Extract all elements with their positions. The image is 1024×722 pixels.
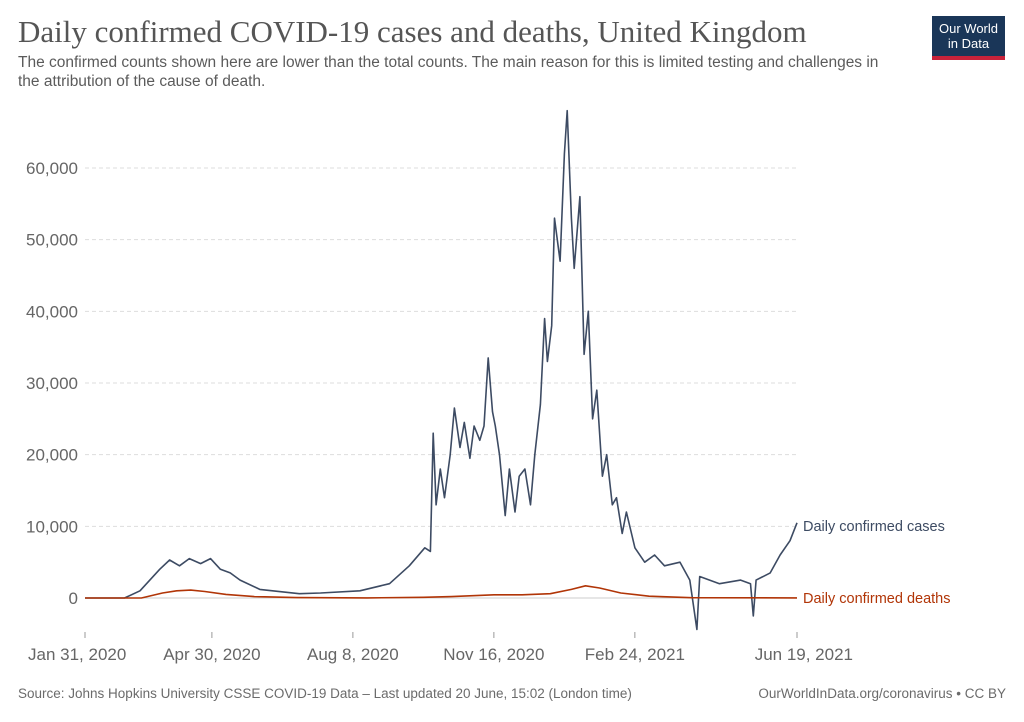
credit-link[interactable]: OurWorldInData.org/coronavirus • CC BY [758,686,1006,701]
y-tick-label: 10,000 [26,517,78,536]
series-label: Daily confirmed deaths [803,591,951,607]
series-label: Daily confirmed cases [803,519,945,535]
y-tick-label: 40,000 [26,302,78,321]
x-tick-label: Feb 24, 2021 [585,645,685,664]
series-line-deaths [85,585,798,599]
x-tick-label: Nov 16, 2020 [443,645,544,664]
y-tick-label: 60,000 [26,159,78,178]
series-line-cases [85,109,798,631]
y-tick-label: 0 [69,589,78,608]
y-tick-label: 50,000 [26,231,78,250]
chart-title: Daily confirmed COVID-19 cases and death… [18,14,807,49]
logo-line-1: Our World [939,21,998,36]
x-tick-label: Jan 31, 2020 [28,645,126,664]
owid-logo[interactable]: Our World in Data [932,16,1005,60]
x-tick-label: Apr 30, 2020 [163,645,260,664]
logo-line-2: in Data [947,36,990,51]
x-tick-label: Aug 8, 2020 [307,645,399,664]
x-tick-label: Jun 19, 2021 [755,645,853,664]
chart-subtitle: The confirmed counts shown here are lowe… [18,54,879,90]
y-tick-label: 20,000 [26,446,78,465]
y-tick-label: 30,000 [26,374,78,393]
source-note: Source: Johns Hopkins University CSSE CO… [18,686,632,701]
